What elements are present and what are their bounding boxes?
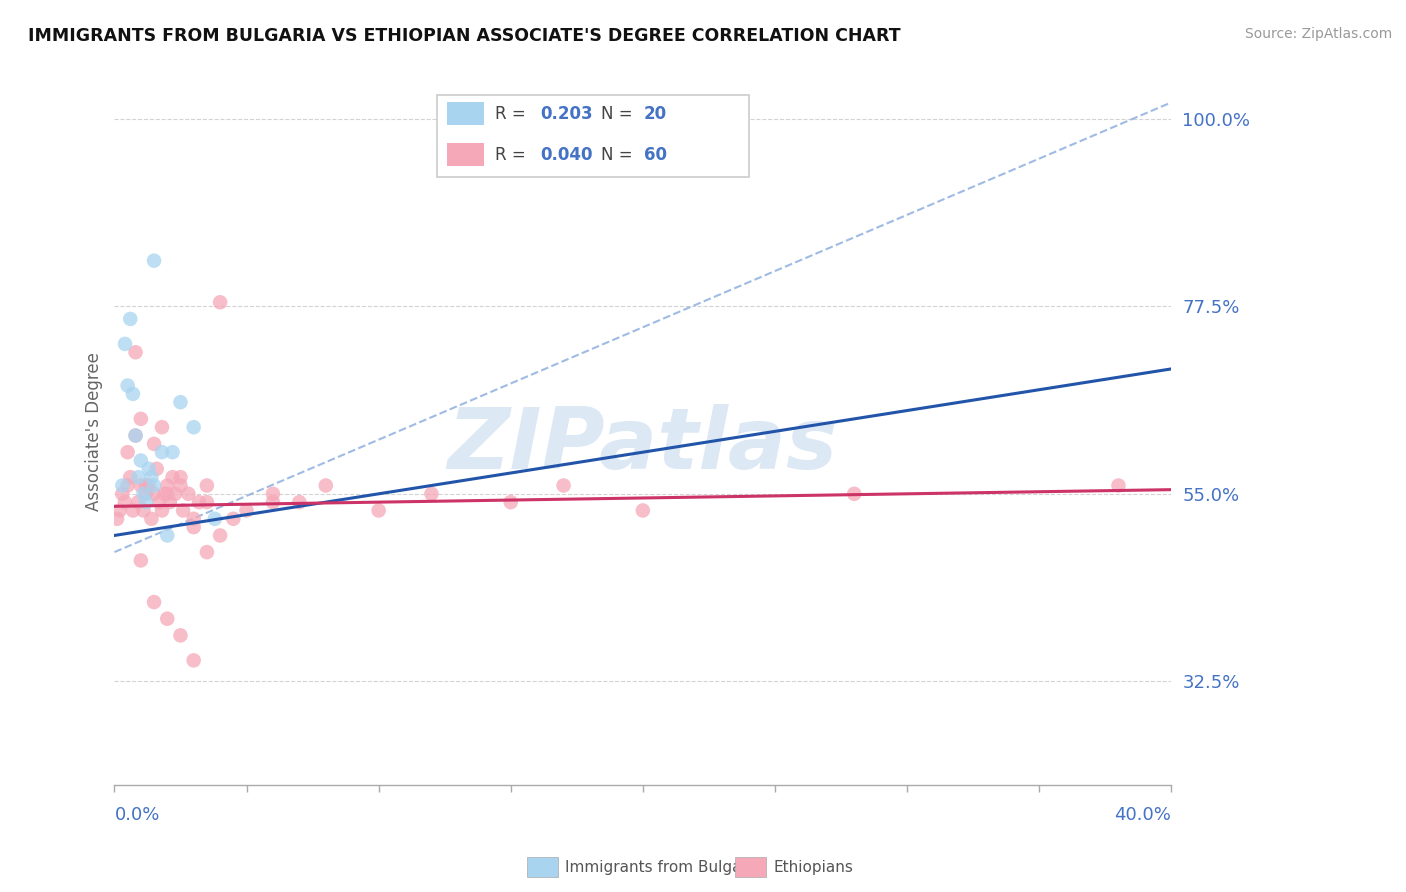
Text: R =: R =: [495, 145, 531, 163]
Point: [129, 553, 152, 567]
FancyBboxPatch shape: [447, 144, 484, 166]
Text: 20: 20: [644, 104, 666, 122]
Point: [124, 428, 146, 442]
Point: [150, 445, 173, 459]
Point: [141, 470, 163, 484]
Point: [135, 478, 157, 492]
Point: [156, 528, 179, 542]
Point: [315, 478, 337, 492]
Point: [420, 487, 443, 501]
Point: [117, 378, 139, 392]
Point: [127, 495, 149, 509]
Point: [153, 487, 176, 501]
Point: [209, 295, 232, 310]
Text: N =: N =: [600, 104, 637, 122]
Text: 60: 60: [644, 145, 666, 163]
Point: [108, 503, 131, 517]
Point: [195, 495, 218, 509]
Point: [262, 487, 284, 501]
Point: [143, 487, 166, 501]
Point: [129, 453, 152, 467]
Point: [222, 512, 245, 526]
Point: [195, 545, 218, 559]
Point: [169, 470, 191, 484]
Point: [127, 470, 149, 484]
Point: [162, 445, 184, 459]
Point: [105, 512, 128, 526]
Point: [122, 503, 145, 517]
FancyBboxPatch shape: [437, 95, 748, 177]
Point: [183, 520, 205, 534]
Point: [129, 412, 152, 426]
Point: [117, 478, 139, 492]
Point: [129, 478, 152, 492]
Point: [156, 612, 179, 626]
Text: 40.0%: 40.0%: [1115, 806, 1171, 824]
Point: [172, 503, 194, 517]
Point: [114, 337, 136, 351]
Point: [138, 478, 160, 492]
Point: [631, 503, 654, 517]
Y-axis label: Associate's Degree: Associate's Degree: [86, 352, 103, 511]
Point: [188, 495, 211, 509]
Point: [177, 487, 200, 501]
Point: [143, 253, 166, 268]
Point: [150, 420, 173, 434]
Text: ZIPatlas: ZIPatlas: [447, 404, 838, 487]
Point: [124, 345, 146, 359]
Point: [156, 487, 179, 501]
Point: [499, 495, 522, 509]
Point: [111, 478, 134, 492]
Point: [124, 428, 146, 442]
Point: [195, 478, 218, 492]
Point: [262, 495, 284, 509]
Point: [143, 437, 166, 451]
Point: [209, 528, 232, 542]
Point: [145, 462, 167, 476]
Point: [169, 395, 191, 409]
Point: [367, 503, 389, 517]
Text: Ethiopians: Ethiopians: [773, 861, 853, 875]
Point: [117, 445, 139, 459]
Point: [235, 503, 257, 517]
Text: Source: ZipAtlas.com: Source: ZipAtlas.com: [1244, 27, 1392, 41]
Point: [120, 312, 142, 326]
Point: [288, 495, 311, 509]
Text: Immigrants from Bulgaria: Immigrants from Bulgaria: [565, 861, 762, 875]
Point: [114, 495, 136, 509]
Point: [148, 495, 170, 509]
Point: [132, 503, 155, 517]
FancyBboxPatch shape: [447, 103, 484, 125]
Point: [204, 512, 226, 526]
Point: [553, 478, 575, 492]
Point: [111, 487, 134, 501]
Point: [165, 487, 187, 501]
Text: 0.0%: 0.0%: [114, 806, 160, 824]
Point: [156, 478, 179, 492]
Point: [138, 462, 160, 476]
Point: [183, 420, 205, 434]
Point: [143, 595, 166, 609]
Point: [1107, 478, 1129, 492]
Text: 0.040: 0.040: [540, 145, 593, 163]
Point: [135, 495, 157, 509]
Point: [162, 470, 184, 484]
Point: [169, 478, 191, 492]
Text: 0.203: 0.203: [540, 104, 593, 122]
Point: [169, 628, 191, 642]
Point: [183, 512, 205, 526]
Point: [141, 512, 163, 526]
Text: R =: R =: [495, 104, 531, 122]
Point: [122, 387, 145, 401]
Point: [143, 478, 166, 492]
Point: [150, 503, 173, 517]
Point: [135, 487, 157, 501]
Text: N =: N =: [600, 145, 637, 163]
Point: [844, 487, 866, 501]
Text: IMMIGRANTS FROM BULGARIA VS ETHIOPIAN ASSOCIATE'S DEGREE CORRELATION CHART: IMMIGRANTS FROM BULGARIA VS ETHIOPIAN AS…: [28, 27, 901, 45]
Point: [132, 487, 155, 501]
Point: [159, 495, 181, 509]
Point: [120, 470, 142, 484]
Point: [183, 653, 205, 667]
